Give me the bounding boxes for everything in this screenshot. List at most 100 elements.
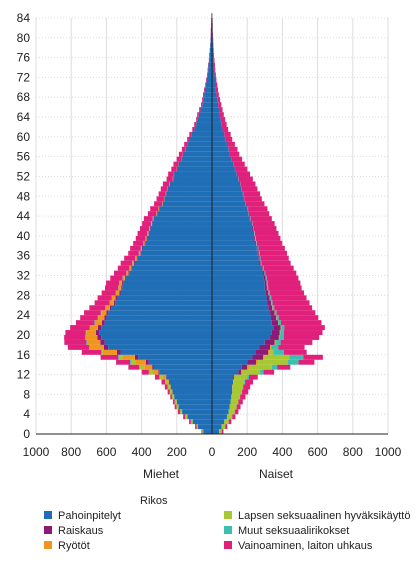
bar-women-segment xyxy=(267,281,268,286)
bar-men-segment xyxy=(123,276,125,281)
bar-women-segment xyxy=(212,281,265,286)
bar-men-segment xyxy=(150,206,158,211)
bar-women-segment xyxy=(284,350,307,355)
bar-women-segment xyxy=(212,236,254,241)
bar-men-segment xyxy=(90,325,98,330)
bar-men-segment xyxy=(80,315,98,320)
bar-men-segment xyxy=(196,117,198,122)
bar-women-segment xyxy=(212,271,263,276)
y-tick-label: 48 xyxy=(17,189,31,203)
bar-women-segment xyxy=(212,92,216,97)
bar-women-segment xyxy=(271,315,276,320)
bar-men-segment xyxy=(203,92,204,97)
bar-men-segment xyxy=(179,152,183,157)
bar-women-segment xyxy=(280,335,284,340)
bar-men-segment xyxy=(70,325,89,330)
y-tick-label: 8 xyxy=(23,387,30,401)
bar-women-segment xyxy=(212,370,238,375)
bar-women-segment xyxy=(212,226,252,231)
bar-women-segment xyxy=(242,186,258,191)
bar-women-segment xyxy=(215,73,216,78)
bar-men-segment xyxy=(64,340,86,345)
bar-women-segment xyxy=(212,102,218,107)
bar-women-segment xyxy=(265,340,275,345)
bar-men-segment xyxy=(182,147,186,152)
bar-women-segment xyxy=(235,409,239,414)
bar-men-segment xyxy=(167,177,173,182)
bar-men-segment xyxy=(193,419,212,424)
bar-women-segment xyxy=(273,350,284,355)
bar-men-segment xyxy=(196,122,212,127)
bar-women-segment xyxy=(253,221,275,226)
bar-men-segment xyxy=(104,315,106,320)
bar-women-segment xyxy=(304,355,323,360)
bar-women-segment xyxy=(212,404,230,409)
bar-men-segment xyxy=(157,211,158,216)
bar-men-segment xyxy=(64,335,85,340)
bar-men-segment xyxy=(153,216,154,221)
bar-men-segment xyxy=(120,290,212,295)
bars xyxy=(64,13,325,434)
y-tick-label: 56 xyxy=(17,150,31,164)
bar-women-segment xyxy=(232,389,242,394)
bar-men-segment xyxy=(163,201,212,206)
bar-men-segment xyxy=(154,365,212,370)
bar-men-segment xyxy=(139,365,140,370)
bar-men-segment xyxy=(199,112,212,117)
bar-men-segment xyxy=(183,414,185,419)
legend-swatch xyxy=(224,511,232,519)
bar-women-segment xyxy=(261,266,262,271)
bar-women-segment xyxy=(212,216,250,221)
bar-women-segment xyxy=(212,385,232,390)
bar-men-segment xyxy=(147,236,212,241)
bar-men-segment xyxy=(176,404,178,409)
bar-women-segment xyxy=(212,162,233,167)
bar-men-segment xyxy=(155,375,159,380)
bar-women-segment xyxy=(212,142,227,147)
bar-men-segment xyxy=(132,266,212,271)
bar-women-segment xyxy=(212,375,233,380)
bar-women-segment xyxy=(212,320,272,325)
bar-men-segment xyxy=(82,350,101,355)
bar-men-segment xyxy=(135,355,138,360)
bar-women-segment xyxy=(254,226,277,231)
bar-men-segment xyxy=(135,261,212,266)
bar-women-segment xyxy=(289,355,303,360)
bar-women-segment xyxy=(237,404,241,409)
bar-women-segment xyxy=(249,365,272,370)
bar-men-segment xyxy=(199,107,200,112)
bar-men-segment xyxy=(140,251,141,256)
legend-swatch xyxy=(44,511,52,519)
bar-men-segment xyxy=(106,310,108,315)
bar-men-segment xyxy=(86,330,87,335)
bar-women-segment xyxy=(250,216,251,221)
bar-women-segment xyxy=(212,419,224,424)
bar-men-segment xyxy=(161,380,165,385)
bar-men-segment xyxy=(207,77,212,82)
bar-women-segment xyxy=(270,335,279,340)
bar-men-segment xyxy=(149,231,212,236)
bar-women-segment xyxy=(256,350,268,355)
bar-women-segment xyxy=(280,330,284,335)
bar-women-segment xyxy=(284,335,319,340)
bar-women-segment xyxy=(212,399,230,404)
bar-men-segment xyxy=(170,181,212,186)
x-tick-label: 0 xyxy=(209,445,216,459)
bar-women-segment xyxy=(257,241,283,246)
bar-men-segment xyxy=(159,191,166,196)
bar-women-segment xyxy=(212,256,259,261)
y-tick-label: 68 xyxy=(17,90,31,104)
bar-women-segment xyxy=(281,325,284,330)
bar-men-segment xyxy=(166,191,212,196)
bar-men-segment xyxy=(99,330,212,335)
bar-women-segment xyxy=(216,82,218,87)
bar-men-segment xyxy=(138,231,148,236)
bar-women-segment xyxy=(259,256,260,261)
bar-women-segment xyxy=(265,285,267,290)
bar-women-segment xyxy=(212,251,258,256)
y-tick-label: 32 xyxy=(17,269,31,283)
bar-men-segment xyxy=(175,399,177,404)
bar-women-segment xyxy=(260,345,271,350)
bar-women-segment xyxy=(214,63,215,68)
bar-women-segment xyxy=(241,370,242,375)
